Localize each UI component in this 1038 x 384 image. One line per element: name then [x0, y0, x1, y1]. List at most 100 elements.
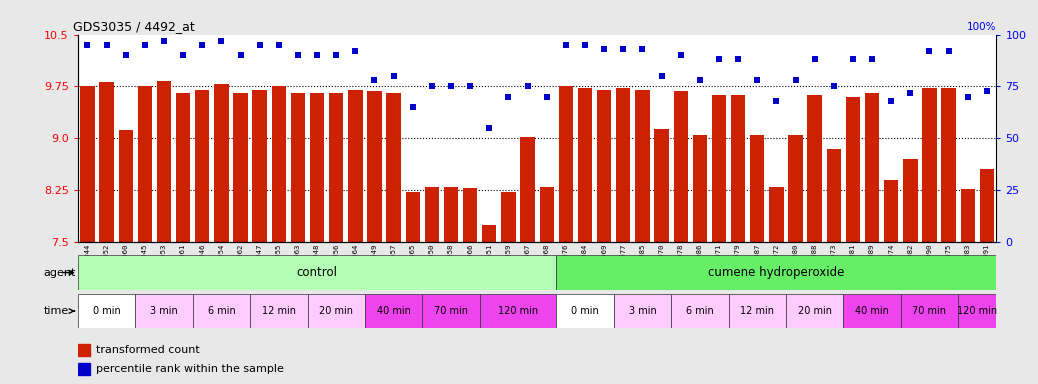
Text: 0 min: 0 min: [92, 306, 120, 316]
Text: 20 min: 20 min: [797, 306, 831, 316]
Point: [959, 94, 976, 100]
Bar: [310, 93, 324, 242]
Point: [481, 125, 497, 131]
Text: 3 min: 3 min: [151, 306, 177, 316]
Point: [308, 52, 325, 58]
Point: [557, 42, 574, 48]
Point: [271, 42, 288, 48]
Bar: [520, 137, 535, 242]
Point: [787, 77, 803, 83]
Bar: [635, 90, 650, 242]
Point: [596, 46, 612, 52]
Bar: [329, 93, 344, 242]
Point: [577, 42, 594, 48]
Bar: [903, 159, 918, 242]
Bar: [348, 90, 362, 242]
Bar: [846, 97, 861, 242]
Point: [385, 73, 402, 79]
Bar: [463, 188, 477, 242]
Text: time: time: [44, 306, 75, 316]
Bar: [788, 135, 802, 242]
Point: [233, 52, 249, 58]
Bar: [480, 294, 556, 328]
Bar: [613, 294, 672, 328]
Bar: [425, 187, 439, 242]
Bar: [444, 187, 458, 242]
Point: [424, 83, 440, 89]
Text: 12 min: 12 min: [740, 306, 774, 316]
Bar: [674, 91, 688, 242]
Point: [614, 46, 631, 52]
Bar: [958, 294, 996, 328]
Bar: [556, 294, 613, 328]
Bar: [884, 180, 899, 242]
Text: percentile rank within the sample: percentile rank within the sample: [97, 364, 284, 374]
Bar: [367, 91, 382, 242]
Point: [883, 98, 900, 104]
Text: 6 min: 6 min: [686, 306, 714, 316]
Bar: [482, 225, 496, 242]
Text: transformed count: transformed count: [97, 345, 200, 355]
Bar: [118, 130, 133, 242]
Text: 0 min: 0 min: [571, 306, 599, 316]
Bar: [78, 344, 90, 356]
Point: [940, 48, 957, 54]
Point: [79, 42, 95, 48]
Bar: [78, 255, 556, 290]
Text: 6 min: 6 min: [208, 306, 236, 316]
Point: [347, 48, 363, 54]
Bar: [252, 90, 267, 242]
Bar: [157, 81, 171, 242]
Bar: [597, 90, 611, 242]
Bar: [654, 129, 668, 242]
Bar: [843, 294, 901, 328]
Bar: [692, 135, 707, 242]
Bar: [769, 187, 784, 242]
Text: 12 min: 12 min: [262, 306, 296, 316]
Point: [117, 52, 134, 58]
Point: [634, 46, 651, 52]
Point: [194, 42, 211, 48]
Bar: [307, 294, 365, 328]
Bar: [923, 88, 936, 242]
Point: [137, 42, 154, 48]
Bar: [556, 255, 996, 290]
Bar: [941, 88, 956, 242]
Bar: [80, 86, 94, 242]
Bar: [78, 294, 135, 328]
Text: GDS3035 / 4492_at: GDS3035 / 4492_at: [74, 20, 195, 33]
Bar: [960, 189, 975, 242]
Point: [979, 88, 995, 94]
Bar: [100, 81, 114, 242]
Bar: [826, 149, 841, 242]
Point: [653, 73, 670, 79]
Point: [174, 52, 191, 58]
Point: [366, 77, 383, 83]
Point: [405, 104, 421, 110]
Point: [462, 83, 479, 89]
Point: [825, 83, 842, 89]
Text: 40 min: 40 min: [377, 306, 411, 316]
Bar: [135, 294, 193, 328]
Bar: [750, 135, 764, 242]
Bar: [980, 169, 994, 242]
Bar: [672, 294, 729, 328]
Bar: [291, 93, 305, 242]
Bar: [193, 294, 250, 328]
Bar: [501, 192, 516, 242]
Point: [807, 56, 823, 63]
Text: 70 min: 70 min: [434, 306, 468, 316]
Bar: [386, 93, 401, 242]
Bar: [786, 294, 843, 328]
Bar: [272, 86, 286, 242]
Point: [539, 94, 555, 100]
Point: [711, 56, 728, 63]
Text: 70 min: 70 min: [912, 306, 947, 316]
Point: [328, 52, 345, 58]
Point: [673, 52, 689, 58]
Point: [730, 56, 746, 63]
Bar: [865, 93, 879, 242]
Bar: [250, 294, 307, 328]
Bar: [731, 95, 745, 242]
Bar: [729, 294, 786, 328]
